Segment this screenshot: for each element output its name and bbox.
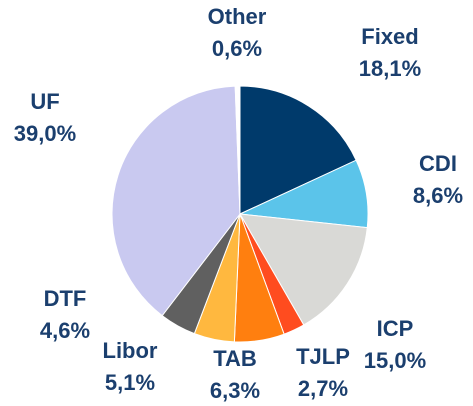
slice-name: UF [30, 89, 59, 114]
slice-name: TJLP [296, 344, 350, 369]
pie-slice [234, 85, 241, 215]
slice-value-label: 5,1% [105, 370, 155, 395]
slice-name: Other [208, 4, 267, 29]
slice-name: ICP [377, 316, 414, 341]
slice-name: Libor [103, 338, 158, 363]
pie-slice [111, 85, 241, 317]
slice-value-label: 0,6% [212, 36, 262, 61]
slice-value-label: 2,7% [298, 376, 348, 401]
slice-value-label: 4,6% [40, 318, 90, 343]
slice-name: DTF [44, 286, 87, 311]
slice-name: CDI [419, 151, 457, 176]
slice-name: Fixed [361, 24, 418, 49]
slice-value-label: 39,0% [14, 121, 76, 146]
pie-slice [239, 213, 368, 326]
pie-slice [239, 85, 357, 215]
slice-value-label: 6,3% [210, 378, 260, 403]
slice-value-label: 15,0% [364, 348, 426, 373]
slice-value-label: 8,6% [413, 183, 463, 208]
slice-value-label: 18,1% [359, 56, 421, 81]
slice-name: TAB [213, 346, 257, 371]
